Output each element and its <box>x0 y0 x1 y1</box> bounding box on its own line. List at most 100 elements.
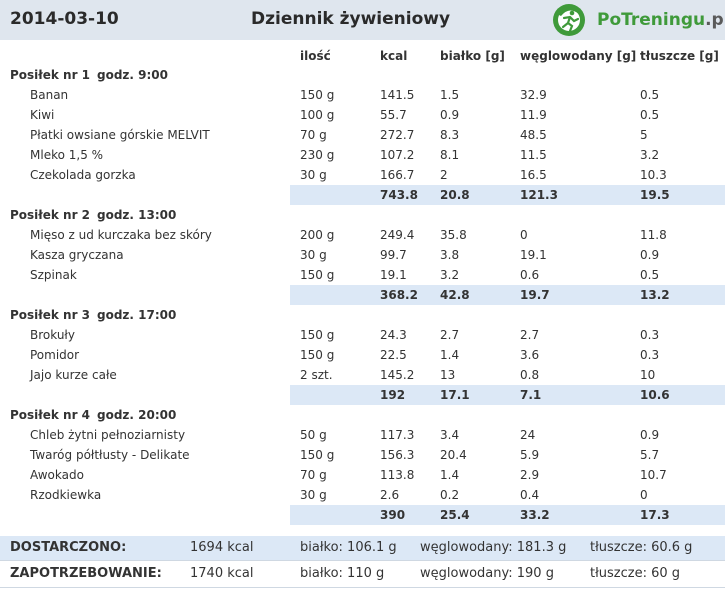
brand-logo[interactable]: PoTreningu.pl <box>551 2 725 38</box>
food-fat: 0 <box>640 488 648 502</box>
food-carbs: 0.4 <box>520 488 540 502</box>
col-fat: tłuszcze [g] <box>640 49 719 63</box>
required-label: ZAPOTRZEBOWANIE: <box>10 566 162 581</box>
food-fat: 0.9 <box>640 428 660 442</box>
food-carbs: 5.9 <box>520 448 540 462</box>
food-row: Brokuły 150 g 24.3 2.7 2.7 0.3 <box>0 325 725 345</box>
total-carbs: 7.1 <box>520 388 542 402</box>
food-kcal: 2.6 <box>380 488 400 502</box>
food-carbs: 3.6 <box>520 348 540 362</box>
food-fat: 0.9 <box>640 248 660 262</box>
food-name: Kasza gryczana <box>30 248 124 262</box>
food-kcal: 24.3 <box>380 328 407 342</box>
food-row: Kasza gryczana 30 g 99.7 3.8 19.1 0.9 <box>0 245 725 265</box>
required-fat: tłuszcze: 60 g <box>590 566 681 581</box>
meal-time: godz. 20:00 <box>97 408 177 422</box>
food-fat: 5 <box>640 128 648 142</box>
delivered-carbs: węglowodany: 181.3 g <box>420 540 567 555</box>
food-qty: 100 g <box>300 108 335 122</box>
food-fat: 0.3 <box>640 348 660 362</box>
food-kcal: 19.1 <box>380 268 407 282</box>
meal-total-row: 368.2 42.8 19.7 13.2 <box>290 285 725 305</box>
food-row: Twaróg półtłusty - Delikate 150 g 156.3 20.… <box>0 445 725 465</box>
food-row: Rzodkiewka 30 g 2.6 0.2 0.4 0 <box>0 485 725 505</box>
food-carbs: 11.5 <box>520 148 547 162</box>
meal-time: godz. 17:00 <box>97 308 177 322</box>
food-kcal: 156.3 <box>380 448 415 462</box>
food-fat: 10 <box>640 368 656 382</box>
meal-label: Posiłek nr 1 <box>10 68 91 82</box>
food-fat: 11.8 <box>640 228 667 242</box>
food-name: Płatki owsiane górskie MELVIT <box>30 128 210 142</box>
logo-text-main: PoTreningu <box>597 10 706 30</box>
food-protein: 2.7 <box>440 328 460 342</box>
food-protein: 3.2 <box>440 268 460 282</box>
meal-header: Posiłek nr 3 godz. 17:00 <box>0 305 725 325</box>
total-fat: 19.5 <box>640 188 670 202</box>
runner-logo-icon <box>553 4 585 36</box>
total-kcal: 390 <box>380 508 406 522</box>
meal-total-row: 743.8 20.8 121.3 19.5 <box>290 185 725 205</box>
food-kcal: 117.3 <box>380 428 415 442</box>
delivered-label: DOSTARCZONO: <box>10 540 127 555</box>
meal-total-row: 192 17.1 7.1 10.6 <box>290 385 725 405</box>
food-protein: 35.8 <box>440 228 467 242</box>
food-name: Kiwi <box>30 108 55 122</box>
food-row: Chleb żytni pełnoziarnisty 50 g 117.3 3.4 24… <box>0 425 725 445</box>
meal-time: godz. 9:00 <box>97 68 168 82</box>
food-kcal: 99.7 <box>380 248 407 262</box>
food-qty: 2 szt. <box>300 368 333 382</box>
food-fat: 0.5 <box>640 108 660 122</box>
food-carbs: 16.5 <box>520 168 547 182</box>
food-fat: 0.3 <box>640 328 660 342</box>
food-name: Awokado <box>30 468 84 482</box>
food-qty: 150 g <box>300 448 335 462</box>
total-fat: 10.6 <box>640 388 670 402</box>
bottom-divider <box>0 587 725 588</box>
food-carbs: 0.6 <box>520 268 540 282</box>
food-name: Banan <box>30 88 69 102</box>
food-fat: 0.5 <box>640 268 660 282</box>
header-bar: 2014-03-10 Dziennik żywieniowy PoTrening… <box>0 0 725 40</box>
col-qty: ilość <box>300 49 331 63</box>
food-kcal: 55.7 <box>380 108 407 122</box>
food-row: Mleko 1,5 % 230 g 107.2 8.1 11.5 3.2 <box>0 145 725 165</box>
food-qty: 30 g <box>300 168 327 182</box>
food-fat: 10.3 <box>640 168 667 182</box>
total-kcal: 743.8 <box>380 188 418 202</box>
meal-header: Posiłek nr 4 godz. 20:00 <box>0 405 725 425</box>
food-row: Pomidor 150 g 22.5 1.4 3.6 0.3 <box>0 345 725 365</box>
col-protein: białko [g] <box>440 49 505 63</box>
food-protein: 2 <box>440 168 448 182</box>
total-kcal: 368.2 <box>380 288 418 302</box>
food-qty: 150 g <box>300 88 335 102</box>
food-name: Brokuły <box>30 328 75 342</box>
food-name: Mięso z ud kurczaka bez skóry <box>30 228 212 242</box>
food-fat: 5.7 <box>640 448 660 462</box>
food-carbs: 2.7 <box>520 328 540 342</box>
food-protein: 0.9 <box>440 108 460 122</box>
food-protein: 1.4 <box>440 468 460 482</box>
meal-header: Posiłek nr 2 godz. 13:00 <box>0 205 725 225</box>
logo-text-tld: .pl <box>705 10 725 30</box>
food-row: Awokado 70 g 113.8 1.4 2.9 10.7 <box>0 465 725 485</box>
col-carbs: węglowodany [g] <box>520 49 637 63</box>
meal-label: Posiłek nr 4 <box>10 408 91 422</box>
food-protein: 0.2 <box>440 488 460 502</box>
food-name: Czekolada gorzka <box>30 168 136 182</box>
delivered-fat: tłuszcze: 60.6 g <box>590 540 693 555</box>
food-name: Jajo kurze całe <box>30 368 117 382</box>
food-fat: 0.5 <box>640 88 660 102</box>
food-row: Czekolada gorzka 30 g 166.7 2 16.5 10.3 <box>0 165 725 185</box>
food-kcal: 107.2 <box>380 148 415 162</box>
meal-label: Posiłek nr 2 <box>10 208 91 222</box>
food-protein: 1.5 <box>440 88 460 102</box>
page-title: Dziennik żywieniowy <box>251 9 451 29</box>
food-qty: 30 g <box>300 248 327 262</box>
food-name: Chleb żytni pełnoziarnisty <box>30 428 186 442</box>
meal-label: Posiłek nr 3 <box>10 308 91 322</box>
food-carbs: 0.8 <box>520 368 540 382</box>
food-qty: 70 g <box>300 468 327 482</box>
food-row: Kiwi 100 g 55.7 0.9 11.9 0.5 <box>0 105 725 125</box>
food-kcal: 145.2 <box>380 368 415 382</box>
